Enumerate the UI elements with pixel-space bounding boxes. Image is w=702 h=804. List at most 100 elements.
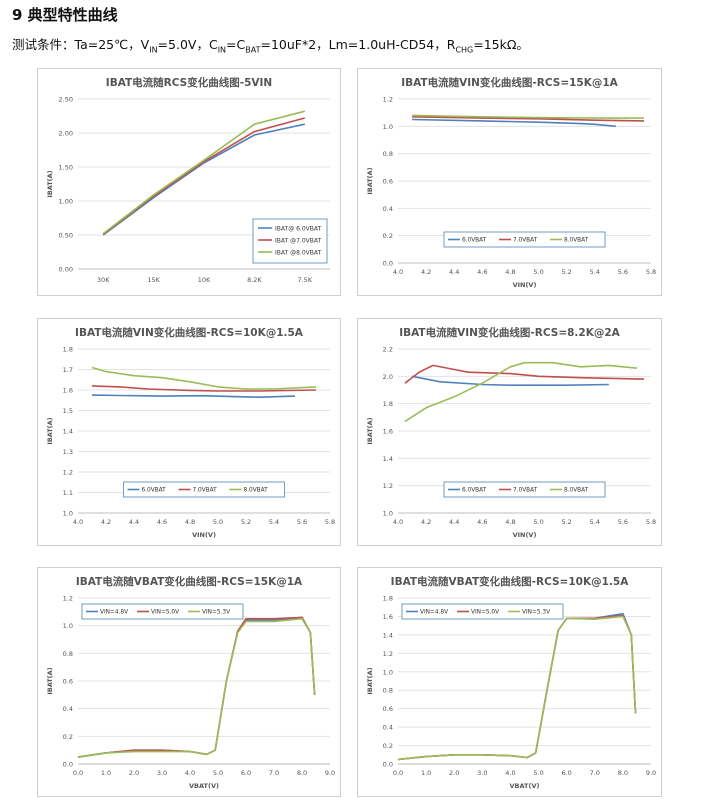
x-tick-label: 4.0 xyxy=(505,769,515,777)
y-tick-label: 0.0 xyxy=(383,761,393,769)
x-tick-label: 3.0 xyxy=(157,769,167,777)
legend-label: 6.0VBAT xyxy=(142,488,167,494)
series-line xyxy=(397,612,637,761)
y-tick-label: 2.50 xyxy=(59,96,73,104)
chart-ibat-vs-vin-15k: IBAT电流随VIN变化曲线图-RCS=15K@1A 0.0 0.2 0.4 0.6 0.… xyxy=(357,68,662,296)
series-line xyxy=(404,361,637,423)
y-tick-label: 1.0 xyxy=(383,123,393,131)
legend-label: IBAT @7.0VBAT xyxy=(275,237,321,244)
series-line xyxy=(102,110,305,235)
x-axis-title: VIN(V) xyxy=(513,531,537,539)
y-tick-label: 1.8 xyxy=(383,400,393,408)
series-line xyxy=(91,385,317,392)
chart-ibat-vs-rcs: IBAT电流随RCS变化曲线图-5VIN 0.00 0.50 1.00 1.50 2.00… xyxy=(37,68,341,296)
series-line xyxy=(91,366,317,390)
series-line xyxy=(102,123,305,236)
y-axis-title: IBAT(A) xyxy=(46,667,54,694)
chart-title: IBAT电流随VIN变化曲线图-RCS=10K@1.5A xyxy=(75,326,304,339)
y-tick-label: 1.8 xyxy=(383,595,393,603)
x-tick-label: 8.0 xyxy=(297,769,307,777)
x-tick-label: 6.0 xyxy=(241,769,251,777)
x-axis-title: VBAT(V) xyxy=(189,782,219,790)
chart-title: IBAT电流随VBAT变化曲线图-RCS=10K@1.5A xyxy=(391,575,630,588)
chart-svg: IBAT电流随VIN变化曲线图-RCS=15K@1A 0.0 0.2 0.4 0.6 0.… xyxy=(366,76,656,289)
y-axis-title: IBAT(A) xyxy=(366,667,374,694)
legend-label: VIN=5.3V xyxy=(522,610,550,616)
x-tick-label: 5.0 xyxy=(213,769,223,777)
x-tick-label: 4.2 xyxy=(101,518,111,526)
legend-label: VIN=5.3V xyxy=(202,610,230,616)
x-tick-label: 1.0 xyxy=(101,769,111,777)
x-tick-label: 5.2 xyxy=(561,268,571,276)
y-tick-label: 1.2 xyxy=(383,482,393,490)
legend-label: 7.0VBAT xyxy=(513,238,538,244)
x-tick-label: 4.0 xyxy=(73,518,83,526)
section-title: 9 典型特性曲线 xyxy=(12,6,118,24)
chart-ibat-vs-vbat-15k: IBAT电流随VBAT变化曲线图-RCS=15K@1A 0.0 0.2 0.4 0.6 0… xyxy=(37,567,341,797)
y-tick-label: 0.8 xyxy=(383,150,393,158)
y-tick-label: 0.50 xyxy=(59,232,73,240)
y-axis-title: IBAT(A) xyxy=(46,170,54,197)
x-tick-label: 4.0 xyxy=(393,268,403,276)
x-tick-label: 6.0 xyxy=(561,769,571,777)
y-tick-label: 1.0 xyxy=(383,668,393,676)
x-tick-label: 4.4 xyxy=(449,268,459,276)
legend-label: VIN=5.0V xyxy=(151,610,179,616)
legend-label: VIN=4.8V xyxy=(100,610,128,616)
chart-ibat-vs-vin-10k: IBAT电流随VIN变化曲线图-RCS=10K@1.5A 1.0 1.1 1.2 1.3… xyxy=(37,318,341,546)
y-tick-label: 1.00 xyxy=(59,198,73,206)
legend-box xyxy=(81,603,244,620)
series-line xyxy=(397,614,637,761)
y-tick-label: 1.8 xyxy=(63,346,73,354)
y-tick-label: 0.4 xyxy=(63,705,73,713)
x-tick-label: 5.8 xyxy=(646,268,656,276)
legend-box xyxy=(401,603,564,620)
x-tick-label: 2.0 xyxy=(449,769,459,777)
x-tick-label: 1.0 xyxy=(421,769,431,777)
x-tick-label: 0.0 xyxy=(73,769,83,777)
x-tick-label: 4.8 xyxy=(185,518,195,526)
y-tick-label: 1.6 xyxy=(383,428,393,436)
legend-label: 7.0VBAT xyxy=(513,488,538,494)
chart-title: IBAT电流随VIN变化曲线图-RCS=8.2K@2A xyxy=(399,326,620,339)
x-tick-label: 4.0 xyxy=(393,518,403,526)
chart-ibat-vs-vin-8k2: IBAT电流随VIN变化曲线图-RCS=8.2K@2A 1.0 1.2 1.4 1.6 1… xyxy=(357,318,662,546)
y-tick-label: 2.00 xyxy=(59,130,73,138)
y-tick-label: 1.0 xyxy=(63,622,73,630)
x-tick-label: 4.4 xyxy=(449,518,459,526)
legend-label: VIN=5.0V xyxy=(471,610,499,616)
y-tick-label: 0.4 xyxy=(383,205,393,213)
x-tick-label: 5.4 xyxy=(590,268,600,276)
x-tick-label: 15K xyxy=(147,276,160,284)
y-tick-label: 0.6 xyxy=(63,678,73,686)
x-tick-label: 5.0 xyxy=(533,518,543,526)
x-axis-title: VIN(V) xyxy=(192,531,216,539)
y-tick-label: 1.5 xyxy=(63,407,73,415)
chart-svg: IBAT电流随VBAT变化曲线图-RCS=15K@1A 0.0 0.2 0.4 0.6 0… xyxy=(46,575,335,790)
y-tick-label: 1.3 xyxy=(63,448,73,456)
x-tick-label: 5.6 xyxy=(297,518,307,526)
series-line xyxy=(412,118,616,128)
x-tick-label: 4.8 xyxy=(505,268,515,276)
y-tick-label: 0.0 xyxy=(383,260,393,268)
x-tick-label: 5.0 xyxy=(213,518,223,526)
y-tick-label: 1.4 xyxy=(383,455,393,463)
series-line xyxy=(412,116,645,122)
chart-title: IBAT电流随VIN变化曲线图-RCS=15K@1A xyxy=(401,76,618,89)
legend-label: 7.0VBAT xyxy=(193,488,218,494)
y-tick-label: 1.0 xyxy=(383,510,393,518)
legend-box xyxy=(123,481,285,498)
y-tick-label: 1.2 xyxy=(63,469,73,477)
x-axis-title: VIN(V) xyxy=(513,281,537,289)
legend-label: IBAT @8.0VBAT xyxy=(275,249,321,256)
y-tick-label: 1.6 xyxy=(383,613,393,621)
x-tick-label: 5.8 xyxy=(646,518,656,526)
x-tick-label: 4.2 xyxy=(421,518,431,526)
x-tick-label: 8.2K xyxy=(247,276,262,284)
legend-label: IBAT@ 6.0VBAT xyxy=(275,225,321,232)
x-tick-label: 8.0 xyxy=(618,769,628,777)
x-tick-label: 7.0 xyxy=(269,769,279,777)
y-tick-label: 0.6 xyxy=(383,178,393,186)
x-tick-label: 2.0 xyxy=(129,769,139,777)
x-tick-label: 5.0 xyxy=(533,769,543,777)
